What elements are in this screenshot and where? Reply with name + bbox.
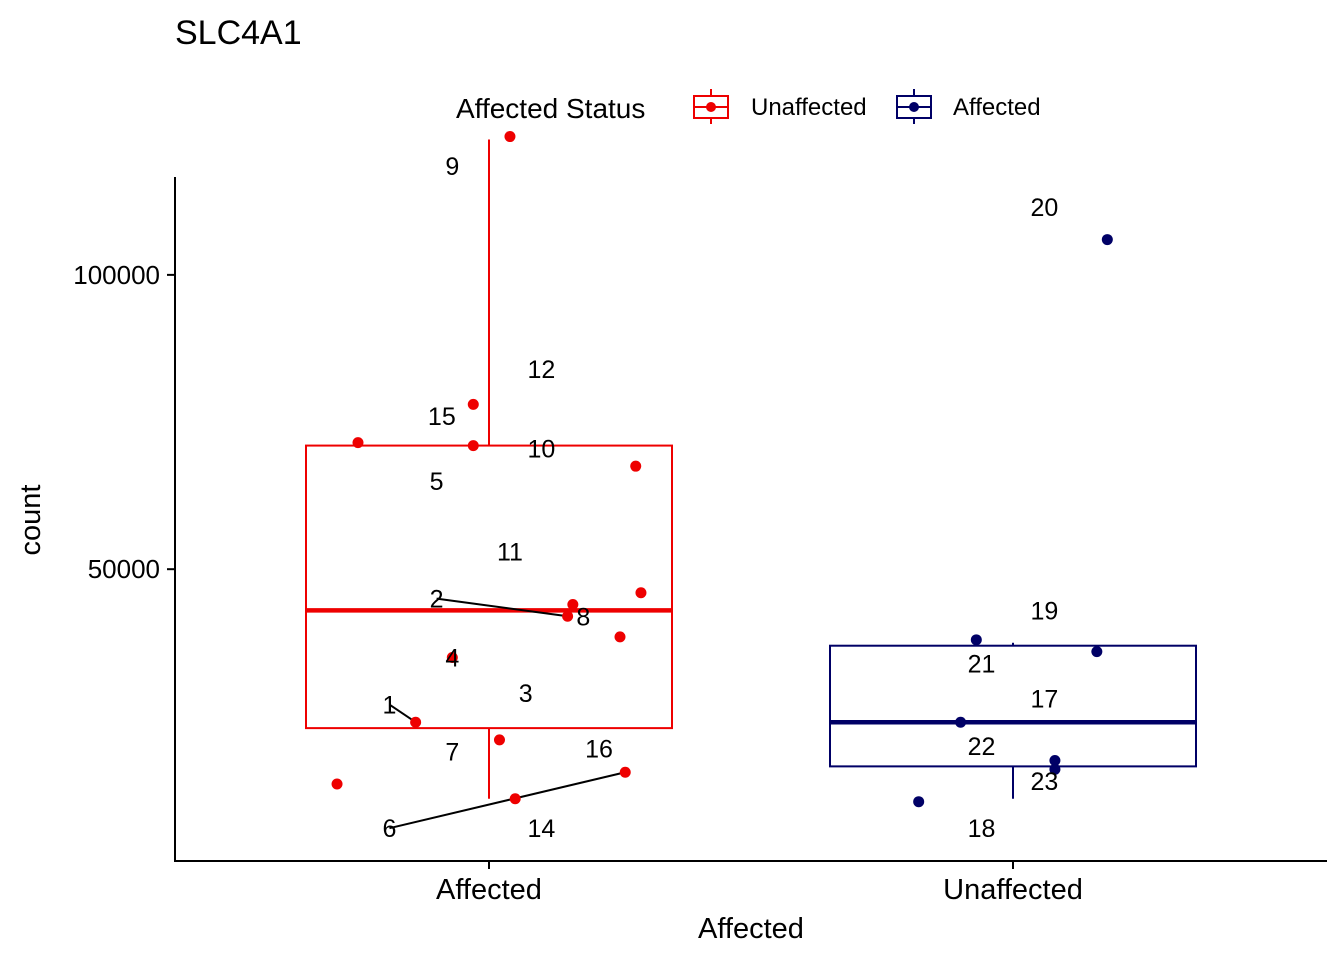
data-label-20: 20	[1031, 194, 1059, 222]
data-label-6: 6	[382, 815, 396, 843]
data-point-10	[630, 460, 642, 472]
y-tick-label: 50000	[88, 554, 160, 584]
data-point-18	[913, 796, 925, 808]
y-tick-label: 100000	[73, 260, 160, 290]
data-label-10: 10	[527, 436, 555, 464]
data-label-22: 22	[968, 733, 996, 761]
data-point-16	[567, 599, 579, 611]
data-point-17	[1049, 754, 1061, 766]
data-point-15	[467, 440, 479, 452]
box-unaffected	[829, 644, 1197, 768]
chart-title: SLC4A1	[175, 14, 302, 52]
data-point-2	[562, 610, 574, 622]
x-tick-label: Affected	[436, 874, 542, 906]
data-label-19: 19	[1031, 597, 1059, 625]
data-label-15: 15	[428, 403, 456, 431]
data-point-9	[504, 131, 516, 143]
data-point-20	[1101, 234, 1113, 246]
data-label-1: 1	[382, 692, 396, 720]
legend: Affected Status Unaffected Affected	[456, 89, 1041, 124]
data-point-3	[493, 734, 505, 746]
data-label-14: 14	[527, 815, 555, 843]
data-point-21	[970, 634, 982, 646]
data-point-11	[635, 587, 647, 599]
data-point-14	[331, 778, 343, 790]
data-label-11: 11	[497, 539, 523, 567]
data-label-9: 9	[445, 153, 459, 181]
data-point-5	[352, 437, 364, 449]
data-point-23	[1049, 763, 1061, 775]
data-label-23: 23	[1031, 768, 1059, 796]
data-label-4: 4	[445, 644, 459, 672]
legend-label-affected: Affected	[953, 94, 1041, 121]
data-label-17: 17	[1031, 686, 1059, 714]
data-point-12	[467, 398, 479, 410]
data-label-16: 16	[585, 736, 613, 764]
data-point-22	[955, 716, 967, 728]
label-segment-2	[436, 597, 568, 618]
x-axis-title: Affected	[698, 913, 804, 945]
data-label-3: 3	[519, 680, 533, 708]
data-point-19	[1091, 646, 1103, 658]
data-label-12: 12	[527, 356, 555, 384]
x-tick-label: Unaffected	[943, 874, 1083, 906]
box-affected	[305, 444, 673, 730]
data-label-2: 2	[430, 586, 444, 614]
data-label-18: 18	[968, 815, 996, 843]
data-point-7	[509, 793, 521, 805]
data-point-6	[619, 766, 631, 778]
legend-title: Affected Status	[456, 93, 645, 124]
legend-key-affected	[896, 89, 932, 124]
data-label-5: 5	[430, 468, 444, 496]
data-label-7: 7	[445, 739, 459, 767]
plot-panel: 50000100000150000200000 AffectedUnaffect…	[73, 131, 1327, 906]
y-axis-title: count	[15, 485, 47, 556]
legend-label-unaffected: Unaffected	[751, 94, 867, 121]
data-label-21: 21	[968, 650, 996, 678]
label-segment-6	[389, 771, 626, 830]
data-point-1	[410, 716, 422, 728]
data-label-8: 8	[576, 603, 590, 631]
data-point-8	[614, 631, 626, 643]
legend-key-unaffected	[693, 89, 729, 124]
data-point-4	[446, 651, 458, 663]
